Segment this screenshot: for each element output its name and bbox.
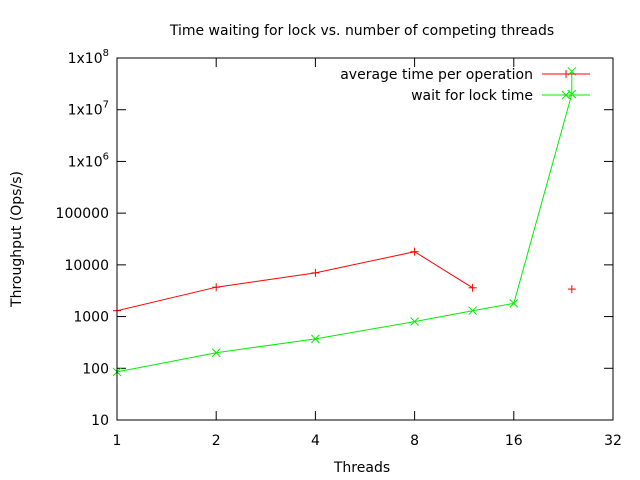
chart-title: Time waiting for lock vs. number of comp… xyxy=(169,23,554,39)
y-tick-label-base: 1x10 xyxy=(68,154,103,170)
ticks-layer: 1 2 4 8 16 32101001000100001000001x1061x1071x… xyxy=(56,48,622,449)
y-tick-label: 10 xyxy=(91,413,109,429)
plus-marker xyxy=(212,283,221,292)
y-tick-label: 10000 xyxy=(64,258,109,274)
cross-marker xyxy=(311,334,320,344)
plot-layer xyxy=(112,67,577,377)
y-tick-label: 100 xyxy=(82,361,109,377)
cross-marker-b xyxy=(410,317,419,326)
y-tick-label: 1000 xyxy=(73,310,109,326)
x-tick-label: 2 xyxy=(212,433,221,449)
cross-marker xyxy=(468,306,477,316)
plus-marker xyxy=(410,247,419,256)
plus-marker xyxy=(562,70,570,78)
cross-marker-b xyxy=(509,299,519,308)
cross-marker-b xyxy=(211,348,221,358)
x-tick-label: 4 xyxy=(311,433,320,449)
plot-frame xyxy=(116,57,614,421)
x-axis-label: Threads xyxy=(333,460,390,476)
y-tick-label: 100000 xyxy=(56,206,109,222)
cross-marker xyxy=(561,90,571,100)
legend-label: wait for lock time xyxy=(411,88,533,104)
plus-marker xyxy=(468,283,477,292)
cross-marker xyxy=(509,299,519,308)
cross-marker xyxy=(410,317,419,326)
cross-marker-b xyxy=(561,90,571,100)
y-axis-label: Throughput (Ops/s) xyxy=(9,171,25,308)
x-tick-label: 16 xyxy=(505,433,523,449)
legend: average time per operation wait for lock … xyxy=(340,67,590,104)
y-tick-label: 1x106 xyxy=(68,151,109,170)
x-tick-label: 8 xyxy=(410,433,419,449)
series-1 xyxy=(112,67,577,377)
x-tick-label: 1 xyxy=(113,433,122,449)
cross-marker-b xyxy=(468,306,477,316)
plus-marker xyxy=(567,285,576,294)
y-tick-label-base: 1x10 xyxy=(68,51,103,67)
series-line xyxy=(116,71,573,373)
y-tick-label-exponent: 7 xyxy=(103,100,109,111)
y-tick-label-base: 1x10 xyxy=(68,103,103,119)
cross-marker-b xyxy=(311,334,320,344)
y-tick-label: 1x108 xyxy=(68,48,109,67)
legend-label: average time per operation xyxy=(340,67,533,83)
y-tick-label-exponent: 8 xyxy=(103,48,109,59)
y-tick-label-exponent: 6 xyxy=(103,151,109,162)
series-line xyxy=(116,251,473,312)
cross-marker xyxy=(211,348,221,358)
x-tick-label: 32 xyxy=(604,433,622,449)
cross-marker-b xyxy=(567,89,577,99)
plus-marker xyxy=(311,268,320,277)
y-tick-label: 1x107 xyxy=(68,100,109,119)
